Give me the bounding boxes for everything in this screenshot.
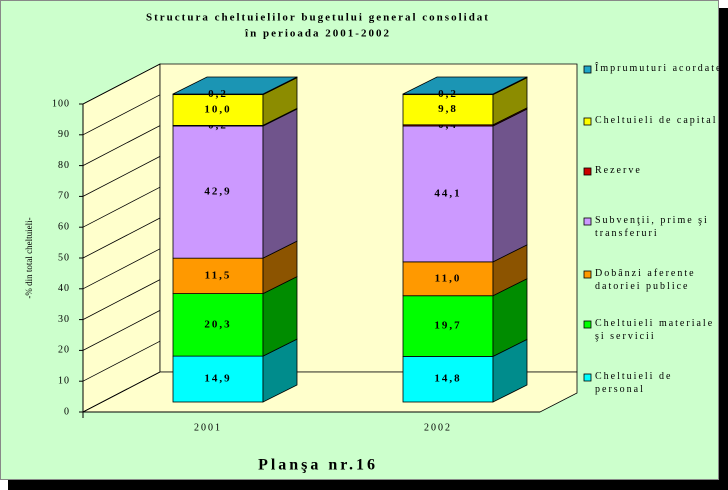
data-label: 10,0 xyxy=(204,104,231,116)
grid-line xyxy=(82,94,161,136)
chart-title: Structura cheltuielilor bugetului genera… xyxy=(146,12,490,24)
data-label: 14,9 xyxy=(204,373,231,385)
legend-swatch xyxy=(583,373,592,382)
bar-segment xyxy=(172,125,264,259)
legend-swatch xyxy=(583,320,592,329)
y-tick-label: 100 xyxy=(52,98,70,109)
bar-segment xyxy=(172,257,264,294)
data-label: 11,0 xyxy=(435,272,462,284)
legend-entry: Dobânzi aferente datoriei publice xyxy=(595,268,696,292)
y-tick-label: 10 xyxy=(58,375,70,386)
legend-swatch xyxy=(583,167,592,176)
data-label: 20,3 xyxy=(204,318,231,330)
data-label: 44,1 xyxy=(434,187,461,199)
grid-line xyxy=(82,186,161,228)
bar-segment xyxy=(172,293,264,357)
y-tick-label: 20 xyxy=(58,345,70,356)
bar-segment xyxy=(172,94,264,126)
data-label: 9,8 xyxy=(438,103,458,115)
y-tick-label: 0 xyxy=(64,406,70,417)
grid-line xyxy=(82,125,161,166)
data-label: 42,9 xyxy=(204,186,231,198)
bar-side xyxy=(492,108,528,263)
data-label: 11,5 xyxy=(205,269,232,281)
grid-line xyxy=(82,63,161,105)
bar-segment xyxy=(402,261,494,297)
bar-segment xyxy=(172,355,264,403)
legend-swatch xyxy=(583,65,592,74)
bar-top xyxy=(172,76,298,95)
y-tick-label: 90 xyxy=(58,129,70,140)
legend-swatch xyxy=(583,270,592,279)
grid-line xyxy=(82,217,161,259)
footer: Planşa nr.16 xyxy=(258,457,378,474)
y-tick-label: 60 xyxy=(58,221,70,232)
bar-top xyxy=(402,76,528,95)
grid-line xyxy=(82,248,161,290)
grid-line xyxy=(82,371,161,413)
legend-entry: Cheltuieli materiale şi servicii xyxy=(595,318,715,342)
legend-swatch xyxy=(583,217,592,226)
x-tick-label: 2001 xyxy=(194,422,222,433)
grid-line xyxy=(82,310,161,351)
legend-entry: Cheltuieli de capital xyxy=(595,115,718,126)
y-tick-label: 70 xyxy=(58,191,70,202)
y-tick-label: 40 xyxy=(58,283,70,294)
chart-subtitle: în perioada 2001-2002 xyxy=(244,28,391,40)
bar-segment xyxy=(402,295,494,357)
data-label: 0,2 xyxy=(208,88,228,100)
legend-swatch xyxy=(583,117,592,126)
y-tick-label: 80 xyxy=(58,160,70,171)
grid-line xyxy=(82,279,161,320)
legend-entry: Cheltuieli de personal xyxy=(595,371,673,395)
grid-line xyxy=(82,156,161,197)
data-label: 19,7 xyxy=(434,320,461,332)
y-tick-label: 30 xyxy=(58,314,70,325)
legend-entry: Împrumuturi acordate xyxy=(595,63,723,74)
legend-entry: Rezerve xyxy=(595,165,642,176)
bar-segment xyxy=(402,125,494,263)
grid-line xyxy=(82,340,161,382)
data-label: 0,2 xyxy=(438,88,458,100)
bar-side xyxy=(262,108,298,259)
y-tick-label: 50 xyxy=(58,252,70,263)
y-axis-label: -% din total cheltuieli- xyxy=(24,217,34,298)
data-label: 14,8 xyxy=(434,373,461,385)
x-tick-label: 2002 xyxy=(424,422,452,433)
legend-entry: Subvenţii, prime şi transferuri xyxy=(595,215,709,239)
